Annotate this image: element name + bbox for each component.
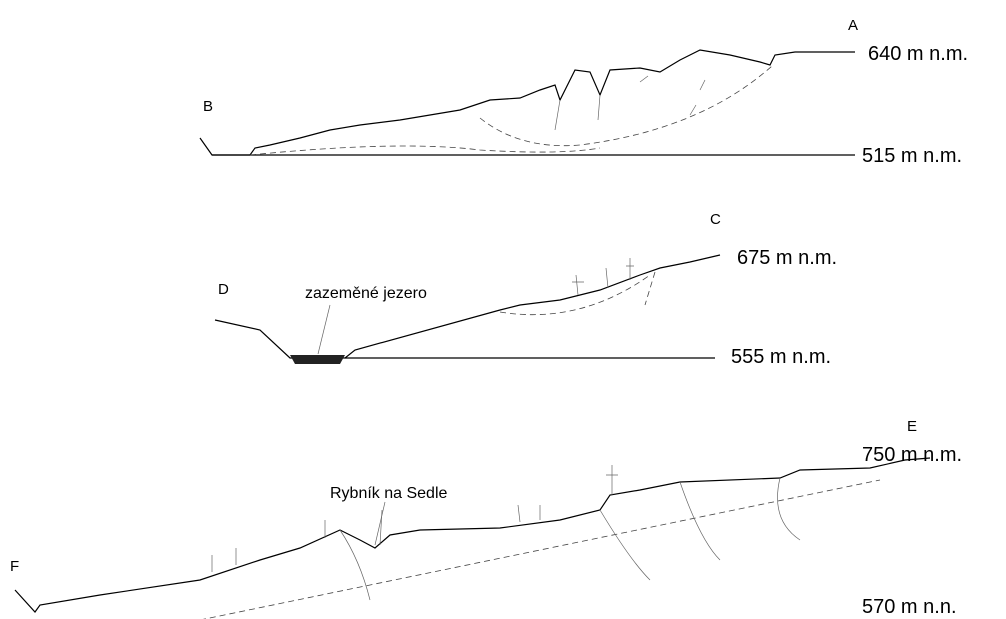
- terrain: [200, 50, 855, 155]
- point-label: C: [710, 211, 721, 228]
- terrain: [15, 458, 930, 612]
- level-label: 640 m n.m.: [868, 43, 968, 65]
- profile-ef: [15, 458, 930, 619]
- leader-line: [375, 502, 385, 545]
- fault: [645, 272, 655, 305]
- point-label: A: [848, 17, 858, 34]
- level-label: 675 m n.m.: [737, 247, 837, 269]
- annotation: Rybník na Sedle: [330, 485, 448, 502]
- annotation: zazeměné jezero: [305, 285, 427, 302]
- slip-surface: [250, 146, 600, 155]
- slip-surface: [480, 66, 772, 146]
- terrain: [215, 255, 720, 358]
- slip-surface: [200, 480, 880, 619]
- page: A 640 m n.m. B 515 m n.m. C 675 m n.m. D…: [0, 0, 1006, 619]
- level-label: 750 m n.m.: [862, 444, 962, 466]
- point-label: B: [203, 98, 213, 115]
- point-label: E: [907, 418, 917, 435]
- slip-surface: [500, 275, 650, 315]
- level-label: 515 m n.m.: [862, 145, 962, 167]
- profile-cd: [215, 255, 720, 364]
- level-label: 570 m n.n.: [862, 596, 957, 618]
- profile-ab: [200, 50, 855, 155]
- leader-line: [318, 305, 330, 354]
- level-label: 555 m n.m.: [731, 346, 831, 368]
- point-label: F: [10, 558, 19, 575]
- diagram: A 640 m n.m. B 515 m n.m. C 675 m n.m. D…: [0, 0, 1006, 619]
- lake-fill: [290, 355, 345, 364]
- hatching: [555, 76, 705, 130]
- point-label: D: [218, 281, 229, 298]
